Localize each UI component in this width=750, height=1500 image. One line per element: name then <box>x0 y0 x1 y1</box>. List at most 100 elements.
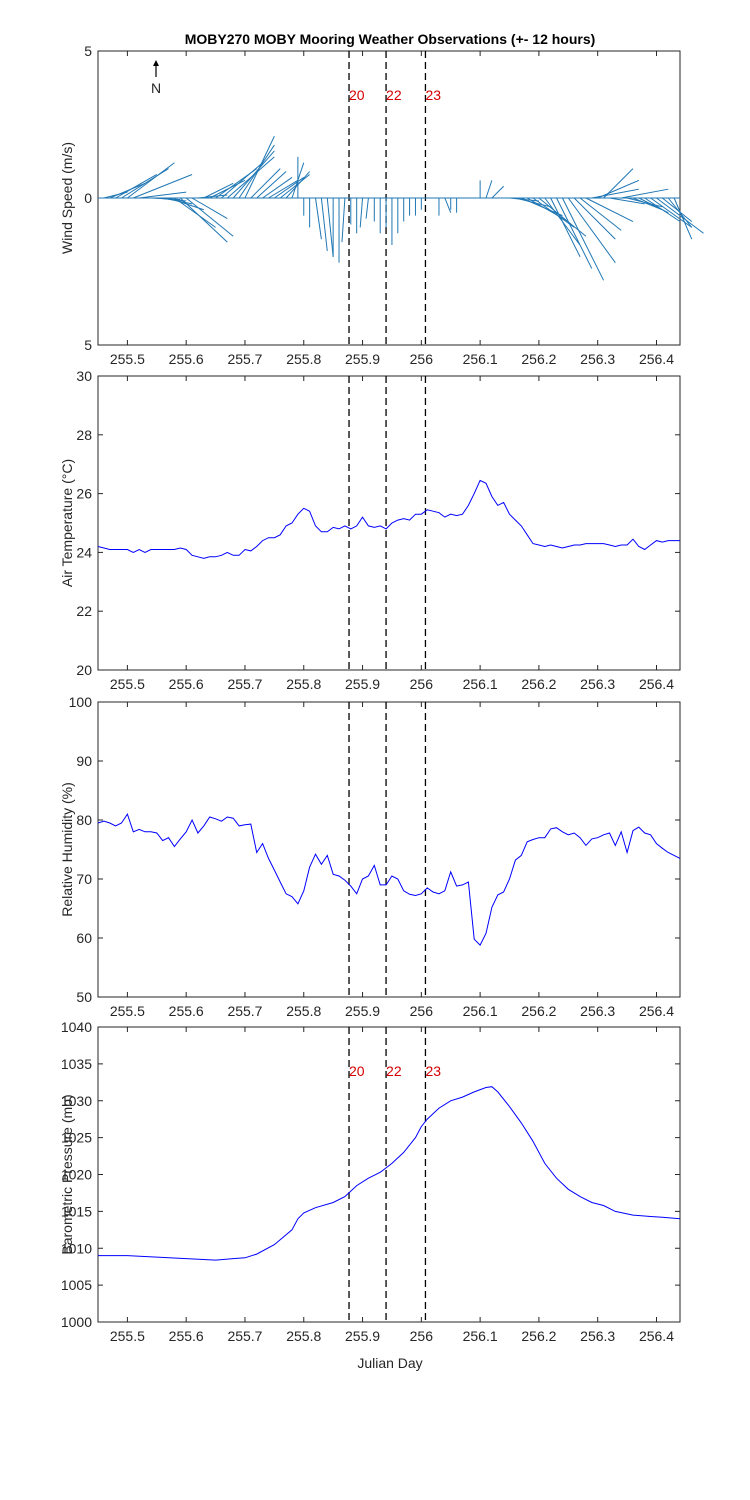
x-tick-label: 256.3 <box>580 1003 615 1019</box>
y-tick-label: 90 <box>76 753 92 769</box>
wind-vector <box>203 182 234 199</box>
wind-vector <box>179 197 228 243</box>
x-tick-label: 255.9 <box>345 1003 380 1019</box>
wind-vector <box>232 150 275 199</box>
wind-vector <box>365 197 369 219</box>
x-tick-label: 256.4 <box>639 351 674 367</box>
x-tick-label: 255.9 <box>345 351 380 367</box>
x-tick-label: 256 <box>410 676 434 692</box>
series-line <box>97 812 681 946</box>
panel-4: 255.5 255.6 255.7 255.8 255.9 256 256.1 256.2 25… <box>59 1019 681 1344</box>
x-tick-label: 256.2 <box>521 1328 556 1344</box>
wind-vector <box>597 179 640 199</box>
y-tick-label: 1035 <box>61 1056 92 1072</box>
x-tick-label: 255.8 <box>286 1003 321 1019</box>
axes-box <box>97 701 681 998</box>
y-tick-label: 22 <box>76 603 92 619</box>
x-tick-label: 256 <box>410 351 434 367</box>
x-tick-label: 255.7 <box>227 1003 262 1019</box>
y-tick-label: 1005 <box>61 1277 92 1293</box>
wind-vector <box>250 168 281 199</box>
x-tick-label: 255.6 <box>169 1328 204 1344</box>
wind-vector <box>556 197 593 269</box>
wind-vector <box>326 197 334 257</box>
y-axis-label: Barometric Pressure (mb) <box>59 1094 75 1254</box>
wind-vector <box>268 179 299 199</box>
panel-3: 255.5 255.6 255.7 255.8 255.9 256 256.1 256.2 25… <box>59 694 681 1019</box>
series-line <box>97 479 680 559</box>
wind-vector <box>274 177 305 199</box>
x-tick-label: 255.5 <box>110 1328 145 1344</box>
wind-vector <box>109 182 146 199</box>
y-tick-label: 60 <box>76 930 92 946</box>
x-tick-label: 256.1 <box>463 676 498 692</box>
y-tick-label: 1010 <box>61 1240 92 1256</box>
north-arrowhead-icon <box>153 60 159 66</box>
y-tick-label: 30 <box>76 368 92 384</box>
x-tick-label: 255.6 <box>169 1003 204 1019</box>
x-tick-label: 256 <box>410 1003 434 1019</box>
x-tick-label: 256.2 <box>521 676 556 692</box>
x-tick-label: 255.7 <box>227 676 262 692</box>
x-tick-label: 256.3 <box>580 1328 615 1344</box>
wind-vector <box>244 136 275 199</box>
wind-vector <box>444 197 452 213</box>
wind-vector <box>609 197 645 205</box>
x-tick-label: 255.5 <box>110 1003 145 1019</box>
wind-vector <box>491 185 504 199</box>
x-tick-label: 256.3 <box>580 351 615 367</box>
wind-vector <box>359 197 364 228</box>
wind-vector <box>174 197 216 228</box>
y-tick-label: 26 <box>76 486 92 502</box>
wind-vector <box>673 197 693 240</box>
wind-vector <box>115 174 158 199</box>
wind-vector <box>127 162 175 199</box>
wind-vector <box>320 197 328 251</box>
y-tick-label: 50 <box>76 989 92 1005</box>
event-marker-label: 22 <box>386 87 402 103</box>
event-marker-label: 23 <box>425 1063 441 1079</box>
y-tick-label: 0 <box>84 190 92 206</box>
wind-vector <box>550 197 581 258</box>
x-tick-label: 256.4 <box>639 676 674 692</box>
y-tick-label: 100 <box>69 694 93 710</box>
x-tick-label: 256 <box>410 1328 434 1344</box>
event-marker-label: 20 <box>349 1063 365 1079</box>
figure-title: MOBY270 MOBY Mooring Weather Observation… <box>185 31 596 47</box>
x-tick-label: 255.7 <box>227 1328 262 1344</box>
y-tick-label: 70 <box>76 871 92 887</box>
y-axis-label: Relative Humidity (%) <box>59 782 75 917</box>
y-tick-label: 5 <box>84 337 92 353</box>
y-tick-label: 1015 <box>61 1203 92 1219</box>
panel-1: 255.5 255.6 255.7 255.8 255.9 256 256.1 256.2 25… <box>59 43 704 367</box>
panel-2: 255.5 255.6 255.7 255.8 255.9 256 256.1 256.2 25… <box>59 368 681 692</box>
x-axis-label: Julian Day <box>357 1355 422 1371</box>
wind-vector <box>532 197 575 228</box>
x-tick-label: 256.1 <box>463 1003 498 1019</box>
wind-vector <box>573 197 616 240</box>
y-tick-label: 20 <box>76 662 92 678</box>
wind-vector <box>341 197 346 243</box>
north-label: N <box>151 80 161 96</box>
x-tick-label: 256.1 <box>463 351 498 367</box>
x-tick-label: 255.6 <box>169 676 204 692</box>
wind-vector <box>185 197 234 237</box>
x-tick-label: 256.3 <box>580 676 615 692</box>
x-tick-label: 255.7 <box>227 351 262 367</box>
y-tick-label: 5 <box>84 43 92 59</box>
north-indicator: N <box>151 60 161 96</box>
x-tick-label: 256.4 <box>639 1003 674 1019</box>
x-tick-label: 255.8 <box>286 676 321 692</box>
wind-vector <box>139 191 187 199</box>
series-line <box>98 1086 681 1261</box>
y-tick-label: 1000 <box>61 1314 92 1330</box>
x-tick-label: 256.4 <box>639 1328 674 1344</box>
wind-vector <box>238 144 275 199</box>
wind-vector <box>561 197 605 281</box>
y-tick-label: 24 <box>76 544 92 560</box>
wind-vector <box>262 177 293 199</box>
wind-vector <box>567 197 616 263</box>
wind-vector <box>526 197 569 222</box>
event-marker-label: 22 <box>386 1063 402 1079</box>
